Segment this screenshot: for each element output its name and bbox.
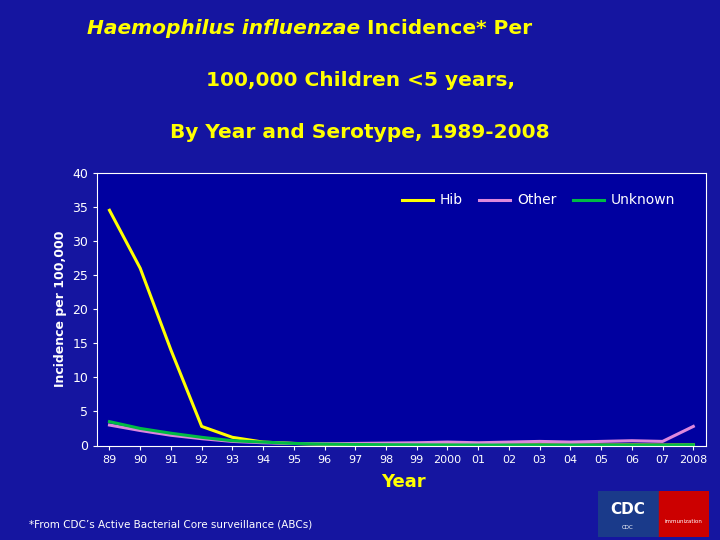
Hib [474,442,482,448]
Other [228,438,237,444]
Hib [382,441,390,448]
Unknown [105,418,114,425]
Bar [659,491,709,537]
Unknown [382,441,390,448]
Other [197,435,206,442]
Hib [136,265,145,272]
Legend: Hib, Other, Unknown: Hib, Other, Unknown [397,188,680,213]
Hib [628,442,636,448]
Other [628,437,636,444]
Text: *From CDC’s Active Bacterial Core surveillance (ABCs): *From CDC’s Active Bacterial Core survei… [29,520,312,530]
Unknown [536,442,544,448]
Unknown [351,441,359,448]
Unknown [658,442,667,448]
Bar [598,491,659,537]
Hib [258,439,267,446]
Hib [597,442,606,448]
Hib [228,434,237,441]
Other [382,440,390,447]
Other [597,438,606,444]
Other [166,432,175,438]
Unknown [444,442,452,448]
Unknown [505,442,513,448]
Other [320,441,329,447]
Unknown [474,442,482,448]
Other [136,427,145,434]
Line: Unknown: Unknown [109,422,693,445]
Hib [105,207,114,213]
Unknown [566,442,575,448]
Hib [566,442,575,448]
Hib [505,442,513,448]
Other [505,439,513,446]
Other [105,422,114,428]
Other [444,439,452,446]
Hib [536,442,544,448]
Other [658,438,667,444]
Hib [444,442,452,448]
Unknown [258,439,267,446]
Unknown [136,425,145,431]
Text: 100,000 Children <5 years,: 100,000 Children <5 years, [205,71,515,90]
Text: immunization: immunization [665,519,703,524]
Hib [320,441,329,447]
Hib [166,347,175,353]
Unknown [197,434,206,441]
Other [689,423,698,430]
Text: Haemophilus influenzae: Haemophilus influenzae [87,19,360,38]
Line: Hib: Hib [109,210,693,445]
Other [474,440,482,446]
Hib [351,441,359,448]
Text: CDC: CDC [611,502,645,517]
Text: Year: Year [381,473,426,491]
Unknown [320,441,329,447]
Other [566,439,575,446]
Hib [197,423,206,430]
Other [351,440,359,447]
Unknown [689,442,698,448]
Unknown [166,430,175,436]
Hib [689,442,698,448]
Unknown [413,442,421,448]
Hib [658,442,667,448]
Other [536,438,544,444]
Unknown [289,440,298,447]
Hib [289,440,298,447]
Line: Other: Other [109,425,693,444]
Text: By Year and Serotype, 1989-2008: By Year and Serotype, 1989-2008 [170,123,550,142]
Hib [413,442,421,448]
Y-axis label: Incidence per 100,000: Incidence per 100,000 [54,231,67,387]
Unknown [628,442,636,448]
Text: CDC: CDC [622,525,634,530]
Other [413,440,421,446]
Other [289,440,298,447]
Unknown [228,437,237,444]
Text: Incidence* Per: Incidence* Per [360,19,532,38]
Other [258,440,267,446]
Unknown [597,442,606,448]
